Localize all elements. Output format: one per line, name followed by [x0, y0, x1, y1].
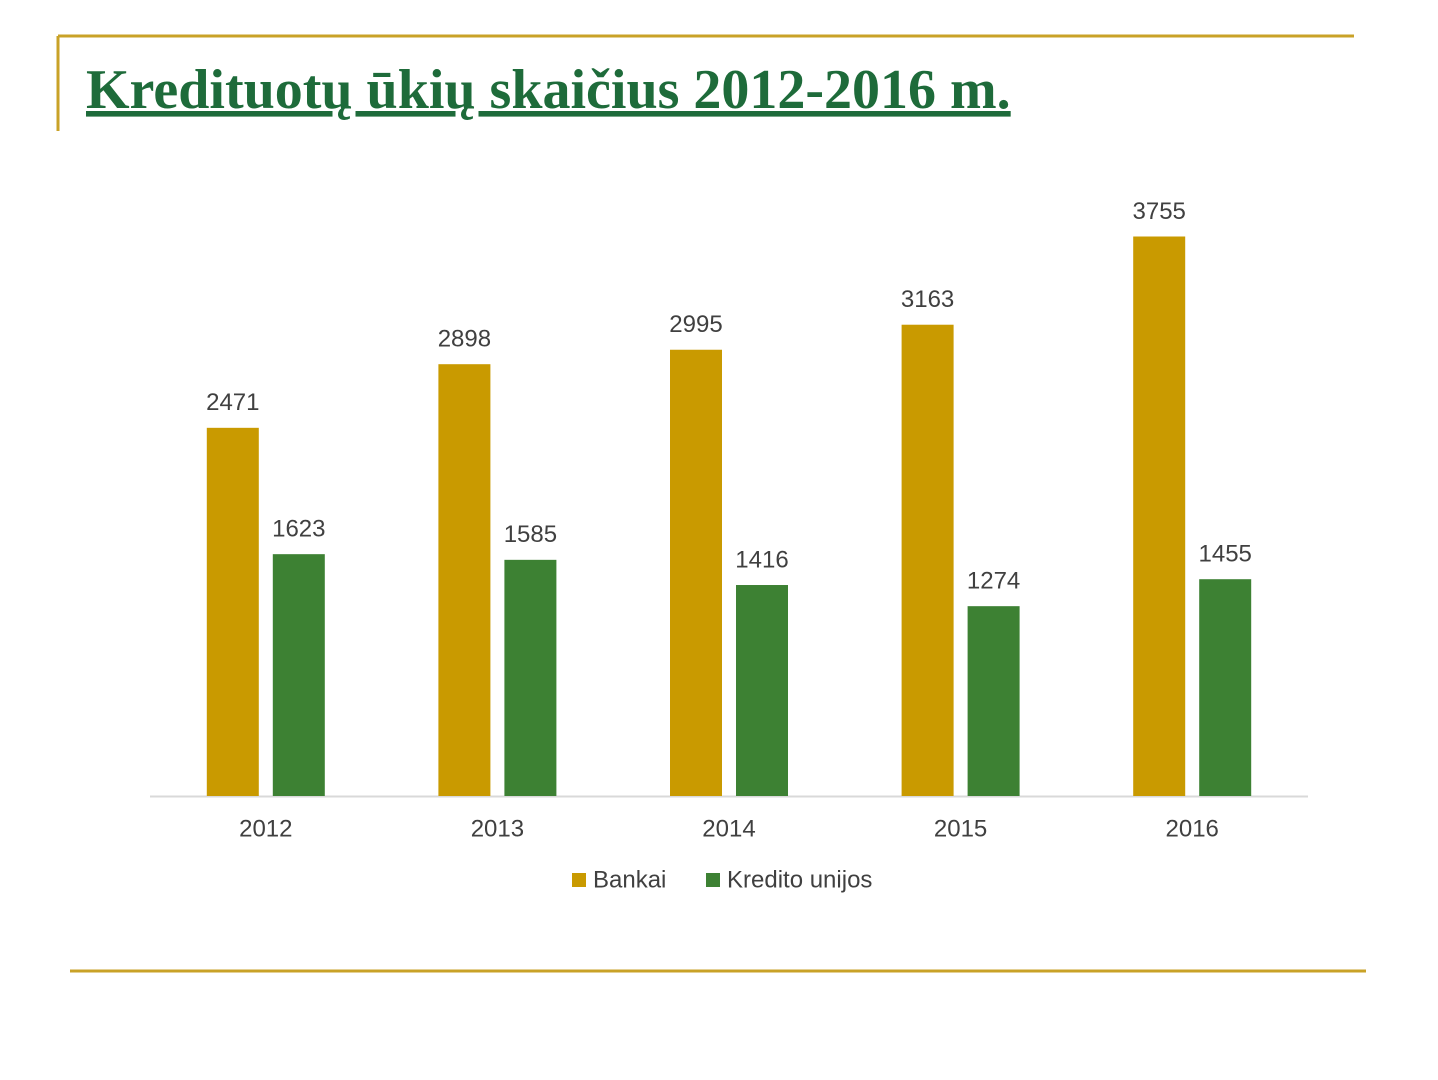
- legend-label: Bankai: [593, 866, 666, 893]
- bar: [272, 554, 325, 796]
- x-tick-label: 2012: [239, 815, 292, 842]
- data-label: 3755: [1133, 198, 1186, 225]
- legend-swatch: [706, 873, 720, 887]
- x-tick-label: 2014: [702, 815, 755, 842]
- legend-swatch: [572, 873, 586, 887]
- bar: [967, 606, 1020, 796]
- data-label: 2898: [438, 326, 491, 353]
- data-label: 1455: [1199, 541, 1252, 568]
- bar: [1199, 579, 1252, 796]
- bar: [736, 585, 788, 796]
- legend-label: Kredito unijos: [727, 866, 872, 893]
- data-label: 2995: [669, 311, 722, 338]
- x-tick-label: 2013: [471, 815, 524, 842]
- bar: [1133, 236, 1186, 796]
- chart-title: Kredituotų ūkių skaičius 2012-2016 m.: [86, 59, 1011, 121]
- data-label: 1274: [967, 568, 1020, 595]
- data-label: 1585: [504, 521, 557, 548]
- data-label: 1623: [272, 516, 325, 543]
- bar: [901, 324, 954, 796]
- data-label: 3163: [901, 286, 954, 313]
- bar: [670, 349, 722, 796]
- bar: [504, 559, 557, 796]
- x-tick-label: 2015: [934, 815, 987, 842]
- bar: [438, 364, 491, 796]
- data-label: 1416: [735, 546, 788, 573]
- x-tick-label: 2016: [1166, 815, 1219, 842]
- data-label: 2471: [206, 389, 259, 416]
- bar: [206, 427, 259, 796]
